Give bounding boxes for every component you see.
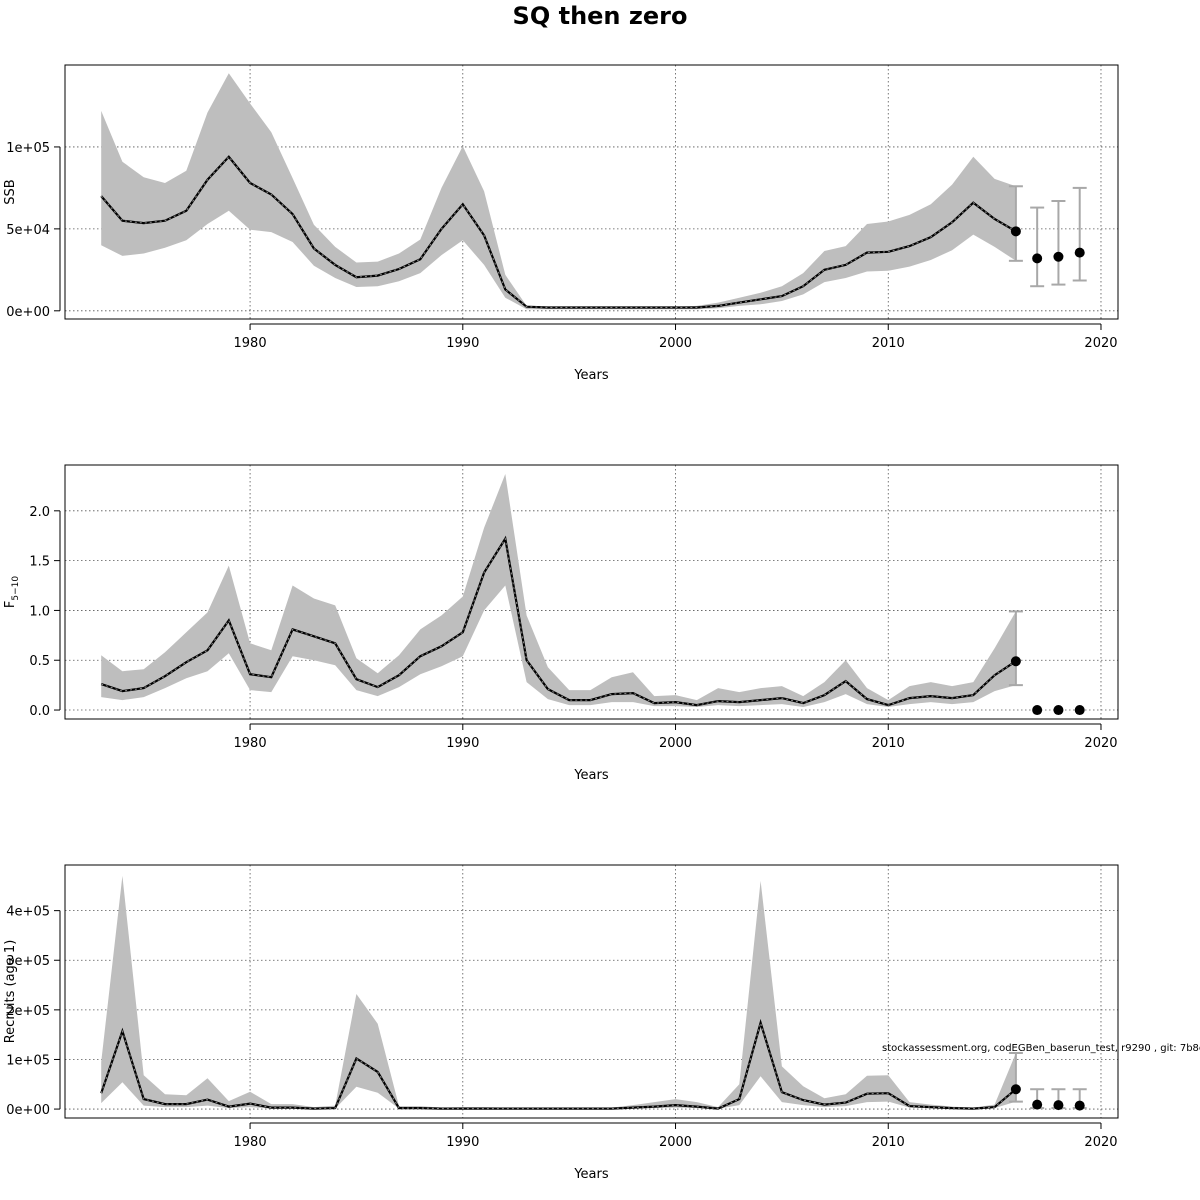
estimate-line-dash	[100, 156, 1017, 308]
estimate-line-dash	[101, 537, 1017, 706]
y-tick-label: 0e+00	[6, 1103, 50, 1118]
y-tick-label: 0.5	[29, 654, 50, 669]
projection-point	[1010, 656, 1021, 667]
recruits-panel: 1980 1990 2000 2010 2020 0e+00 1e+05 2e+05 3e+05…	[3, 864, 1119, 1182]
x-tick-label: 1990	[446, 1135, 479, 1150]
x-tick-label: 2010	[872, 336, 905, 351]
plot-frame	[64, 464, 1119, 720]
page-title: SQ then zero	[512, 2, 688, 30]
projection-point	[1032, 705, 1043, 716]
y-tick-label: 0.0	[29, 704, 50, 719]
x-axis-title: Years	[573, 768, 609, 783]
y-tick-label: 5e+04	[6, 223, 50, 238]
x-tick-label: 2000	[659, 1135, 692, 1150]
confidence-band	[101, 73, 1016, 310]
projection-point	[1010, 1084, 1021, 1095]
x-tick-label: 2010	[872, 1135, 905, 1150]
projection-point	[1074, 1100, 1085, 1111]
plot-frame	[64, 864, 1119, 1119]
projection-point	[1032, 1099, 1043, 1110]
x-tick-label: 2000	[659, 336, 692, 351]
footnote-stamp: stockassessment.org, codEGBen_baserun_te…	[882, 1043, 1200, 1054]
x-tick-label: 2010	[872, 736, 905, 751]
x-tick-label: 1990	[446, 336, 479, 351]
projection-point	[1010, 226, 1021, 237]
projection-point	[1032, 253, 1043, 264]
x-tick-label: 2000	[659, 736, 692, 751]
projection-point	[1053, 251, 1064, 262]
x-tick-label: 2020	[1084, 336, 1117, 351]
y-axis-title-subscript: 5−10	[11, 576, 21, 601]
y-tick-label: 2.0	[29, 505, 50, 520]
x-tick-label: 1990	[446, 736, 479, 751]
estimate-line-dash	[100, 1021, 1017, 1110]
x-axis-title: Years	[573, 368, 609, 383]
y-axis-title: F5−10	[3, 576, 21, 608]
y-tick-label: 0e+00	[6, 305, 50, 320]
y-axis-title: Recruits (age 1)	[3, 940, 18, 1044]
plot-frame	[64, 64, 1119, 320]
y-tick-label: 1e+05	[6, 1053, 50, 1068]
x-tick-label: 1980	[234, 1135, 267, 1150]
y-tick-label: 2e+05	[6, 1004, 50, 1019]
projection-point	[1053, 705, 1064, 716]
projection-point	[1074, 705, 1085, 716]
x-tick-label: 2020	[1084, 736, 1117, 751]
projection-point	[1074, 247, 1085, 258]
x-tick-label: 1980	[234, 336, 267, 351]
y-axis-title: SSB	[3, 179, 18, 204]
x-tick-label: 1980	[234, 736, 267, 751]
y-tick-label: 1.5	[29, 555, 50, 570]
y-tick-label: 4e+05	[6, 905, 50, 920]
y-tick-label: 3e+05	[6, 954, 50, 969]
ssb-panel: 1980 1990 2000 2010 2020 0e+00 5e+04 1e+05 Years…	[3, 64, 1119, 383]
projection-point	[1053, 1100, 1064, 1111]
y-tick-label: 1e+05	[6, 141, 50, 156]
x-tick-label: 2020	[1084, 1135, 1117, 1150]
y-tick-label: 1.0	[29, 604, 50, 619]
confidence-band	[101, 474, 1016, 707]
f-panel: 1980 1990 2000 2010 2020 0.0 0.5 1.0 1.5 2.0 Years…	[3, 464, 1119, 783]
x-axis-title: Years	[573, 1167, 609, 1182]
